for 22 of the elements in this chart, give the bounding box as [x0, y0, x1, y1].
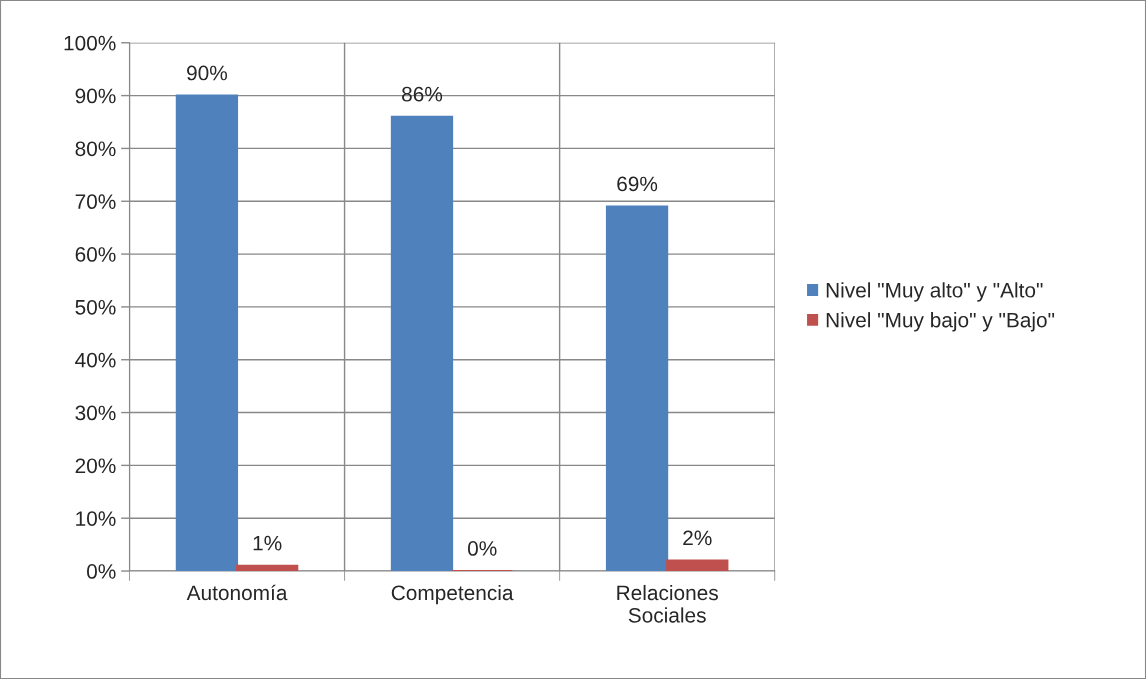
data-label: 69% [617, 176, 658, 192]
y-tick-label: 60% [75, 247, 116, 262]
y-tick-label: 70% [75, 194, 116, 210]
data-label: 2% [683, 530, 712, 546]
y-tick-label: 0% [87, 564, 116, 579]
y-tick-label: 40% [75, 352, 116, 368]
data-label: 1% [253, 535, 282, 551]
data-label: 86% [402, 86, 443, 102]
y-tick-label: 50% [75, 299, 116, 315]
y-tick-label: 80% [75, 141, 116, 157]
legend-label: Nivel "Muy bajo" y "Bajo" [826, 312, 1055, 332]
y-tick-label: 90% [75, 88, 116, 104]
y-tick-label: 10% [76, 511, 116, 526]
y-tick-label: 30% [75, 405, 116, 421]
legend-label: Nivel "Muy alto" y "Alto" [826, 282, 1043, 302]
x-tick-label: Relaciones Sociales [617, 584, 718, 623]
x-tick-label: Competencia [391, 584, 514, 605]
y-tick-label: 20% [75, 458, 116, 474]
y-tick-label: 100% [64, 35, 116, 51]
data-label: 90% [187, 65, 228, 81]
data-label: 0% [467, 541, 497, 556]
x-tick-label: Autonomía [186, 584, 288, 601]
